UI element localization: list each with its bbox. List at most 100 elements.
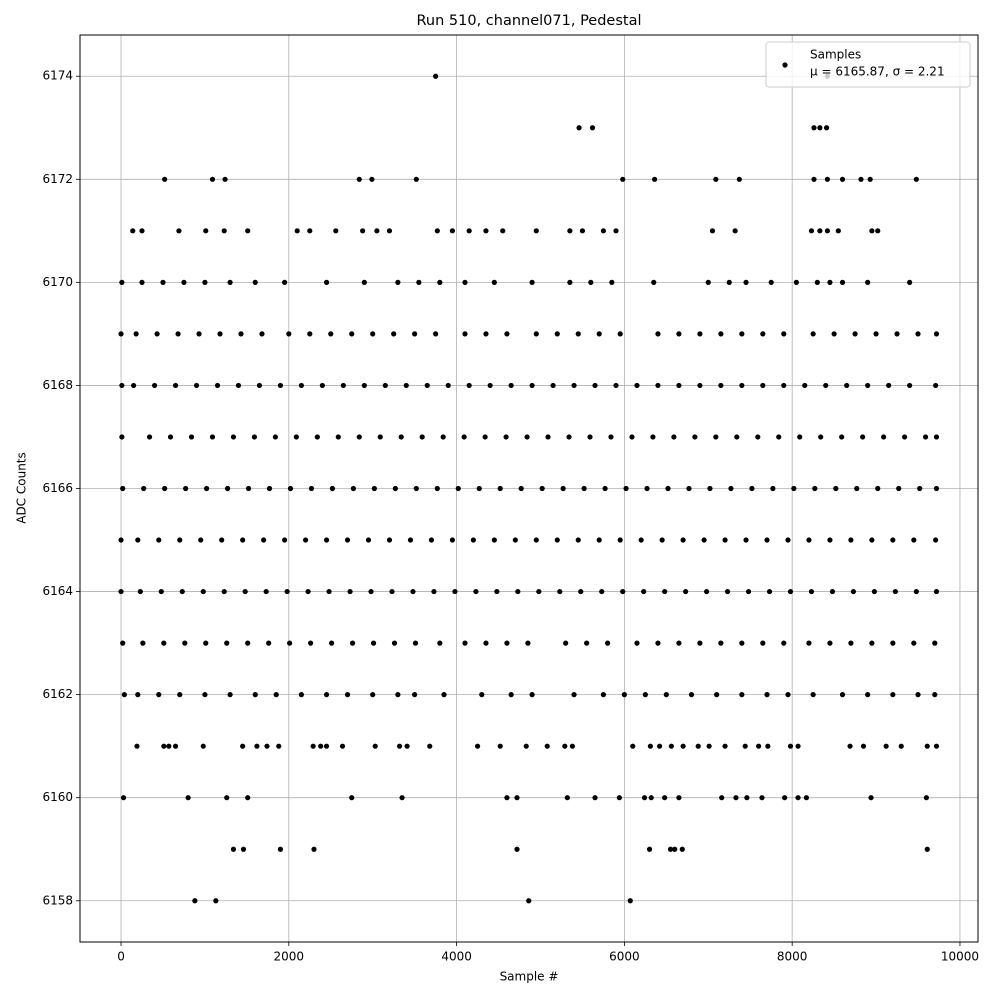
data-point [600, 228, 607, 234]
data-point [224, 485, 231, 492]
data-point [638, 537, 644, 543]
data-point [865, 279, 871, 285]
data-point [512, 537, 518, 543]
data-point [407, 537, 414, 543]
data-point [198, 537, 204, 543]
data-point [917, 485, 923, 492]
data-point [245, 228, 251, 234]
data-point [806, 537, 812, 543]
data-point [564, 795, 570, 801]
data-point [875, 485, 881, 492]
data-point [333, 228, 339, 234]
data-point [760, 382, 766, 389]
data-point [276, 743, 282, 749]
data-point [245, 485, 252, 492]
data-point [347, 588, 353, 595]
data-point [391, 331, 397, 337]
data-point [662, 588, 668, 595]
data-point [915, 692, 921, 698]
data-point [524, 434, 530, 440]
y-tick-label: 6174 [42, 69, 73, 83]
data-point [240, 743, 246, 749]
data-point [185, 795, 191, 801]
data-point [533, 228, 539, 234]
data-point [596, 537, 602, 543]
data-point [756, 743, 762, 749]
data-point [135, 692, 141, 698]
data-point [473, 588, 479, 595]
data-point [588, 279, 594, 285]
data-point [302, 537, 309, 543]
data-point [739, 382, 745, 389]
data-point [634, 382, 640, 389]
data-point [386, 537, 393, 543]
data-point [646, 846, 653, 852]
data-point [679, 846, 685, 852]
data-point [273, 692, 279, 698]
data-point [466, 382, 472, 389]
data-point [200, 588, 206, 595]
data-point [252, 692, 258, 698]
data-point [182, 640, 188, 646]
data-point [705, 279, 711, 285]
data-point [714, 692, 720, 698]
data-point [134, 743, 140, 749]
data-point [608, 434, 614, 440]
data-point [722, 743, 728, 749]
y-tick-label: 6166 [42, 481, 73, 495]
data-point [575, 537, 581, 543]
data-point [235, 382, 242, 389]
data-point [479, 692, 485, 698]
data-point [368, 588, 374, 595]
data-point [629, 434, 635, 440]
data-point [119, 279, 125, 285]
data-point [188, 434, 195, 440]
data-point [298, 692, 304, 698]
data-point [808, 228, 815, 234]
data-point [476, 485, 482, 492]
data-point [620, 588, 626, 595]
data-point [881, 434, 887, 440]
data-point [382, 382, 388, 389]
data-point [514, 795, 520, 801]
data-point [514, 846, 520, 852]
data-point [811, 125, 817, 131]
data-point [256, 382, 263, 389]
data-point [913, 176, 919, 182]
data-point [146, 434, 153, 440]
data-point [266, 640, 272, 646]
data-point [240, 537, 246, 543]
data-point [533, 537, 539, 543]
data-point [890, 692, 896, 698]
data-point [642, 692, 648, 698]
data-point [742, 743, 748, 749]
data-point [567, 279, 573, 285]
data-point [676, 795, 682, 801]
data-point [686, 485, 692, 492]
data-point [554, 537, 560, 543]
data-point [911, 640, 917, 646]
data-point [202, 692, 208, 698]
data-point [504, 640, 510, 646]
data-point [370, 640, 377, 646]
y-tick-label: 6172 [42, 172, 73, 186]
data-point [230, 434, 237, 440]
data-point [707, 485, 713, 492]
data-point [915, 331, 921, 337]
data-point [118, 588, 124, 595]
data-point [797, 434, 803, 440]
data-point [785, 537, 791, 543]
data-point [668, 743, 674, 749]
data-point [932, 640, 938, 646]
data-point [497, 485, 503, 492]
data-point [571, 692, 577, 698]
data-point [389, 588, 395, 595]
data-point [449, 537, 456, 543]
data-point [395, 692, 401, 698]
data-point [326, 588, 332, 595]
data-point [793, 279, 799, 285]
data-point [630, 743, 636, 749]
data-point [118, 537, 124, 543]
data-point [672, 846, 678, 852]
data-point [818, 434, 824, 440]
